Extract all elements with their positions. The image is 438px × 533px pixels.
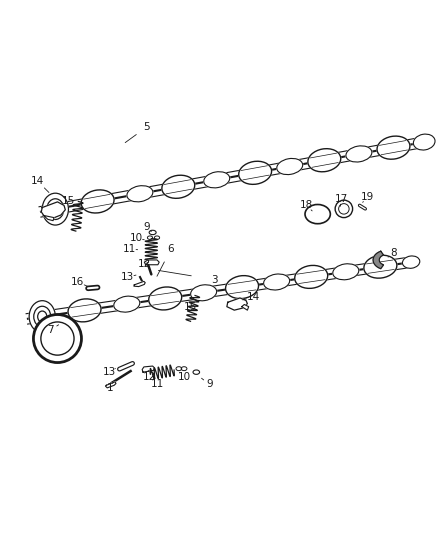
Ellipse shape: [308, 149, 341, 172]
Text: 19: 19: [361, 192, 374, 201]
Ellipse shape: [333, 264, 359, 280]
Text: 10: 10: [130, 233, 143, 243]
Ellipse shape: [34, 306, 51, 327]
Ellipse shape: [364, 255, 397, 278]
Text: 15: 15: [184, 302, 197, 312]
Ellipse shape: [148, 236, 152, 239]
Text: 14: 14: [247, 292, 261, 302]
Ellipse shape: [277, 158, 303, 175]
Ellipse shape: [226, 276, 258, 298]
Text: 13: 13: [103, 367, 117, 377]
Ellipse shape: [413, 134, 435, 150]
Ellipse shape: [162, 175, 195, 198]
Ellipse shape: [51, 204, 60, 215]
Ellipse shape: [191, 285, 217, 301]
Text: 16: 16: [71, 277, 84, 287]
Polygon shape: [373, 251, 384, 269]
Text: 5: 5: [144, 122, 150, 132]
Ellipse shape: [81, 190, 114, 213]
Text: 10: 10: [177, 372, 191, 382]
Ellipse shape: [127, 185, 153, 202]
Text: 8: 8: [390, 248, 397, 259]
Ellipse shape: [114, 296, 140, 312]
Text: 13: 13: [121, 272, 134, 282]
Text: 15: 15: [62, 196, 75, 206]
Polygon shape: [41, 202, 65, 219]
Text: 9: 9: [206, 379, 213, 390]
Polygon shape: [43, 215, 54, 221]
Polygon shape: [145, 260, 159, 265]
Ellipse shape: [181, 367, 187, 370]
Ellipse shape: [42, 193, 68, 225]
Ellipse shape: [377, 136, 410, 159]
Ellipse shape: [204, 172, 230, 188]
Text: 7: 7: [48, 325, 54, 335]
Text: 17: 17: [335, 194, 348, 204]
Text: 1: 1: [106, 383, 113, 393]
Circle shape: [335, 200, 353, 217]
Ellipse shape: [295, 265, 328, 288]
Text: 12: 12: [138, 260, 152, 269]
Ellipse shape: [154, 236, 159, 239]
Polygon shape: [227, 298, 247, 310]
Ellipse shape: [149, 287, 182, 310]
Text: 11: 11: [123, 244, 136, 254]
Polygon shape: [142, 366, 154, 372]
Ellipse shape: [305, 205, 330, 224]
Circle shape: [33, 314, 81, 362]
Circle shape: [339, 204, 349, 214]
Polygon shape: [106, 382, 116, 388]
Ellipse shape: [193, 370, 200, 374]
Text: 11: 11: [150, 378, 164, 389]
Ellipse shape: [403, 256, 420, 268]
Text: 14: 14: [31, 176, 44, 187]
Ellipse shape: [47, 199, 64, 220]
Ellipse shape: [29, 301, 55, 333]
Polygon shape: [242, 304, 249, 310]
Ellipse shape: [68, 299, 101, 322]
Ellipse shape: [38, 311, 47, 322]
Polygon shape: [134, 281, 145, 287]
Ellipse shape: [239, 161, 272, 184]
Ellipse shape: [346, 146, 372, 162]
Text: 3: 3: [211, 274, 218, 285]
Text: 12: 12: [142, 372, 156, 382]
Text: 6: 6: [168, 244, 174, 254]
Ellipse shape: [176, 367, 182, 370]
Ellipse shape: [264, 274, 290, 290]
Ellipse shape: [149, 230, 156, 235]
Text: 9: 9: [144, 222, 150, 232]
Text: 18: 18: [300, 200, 313, 211]
Circle shape: [41, 322, 74, 355]
